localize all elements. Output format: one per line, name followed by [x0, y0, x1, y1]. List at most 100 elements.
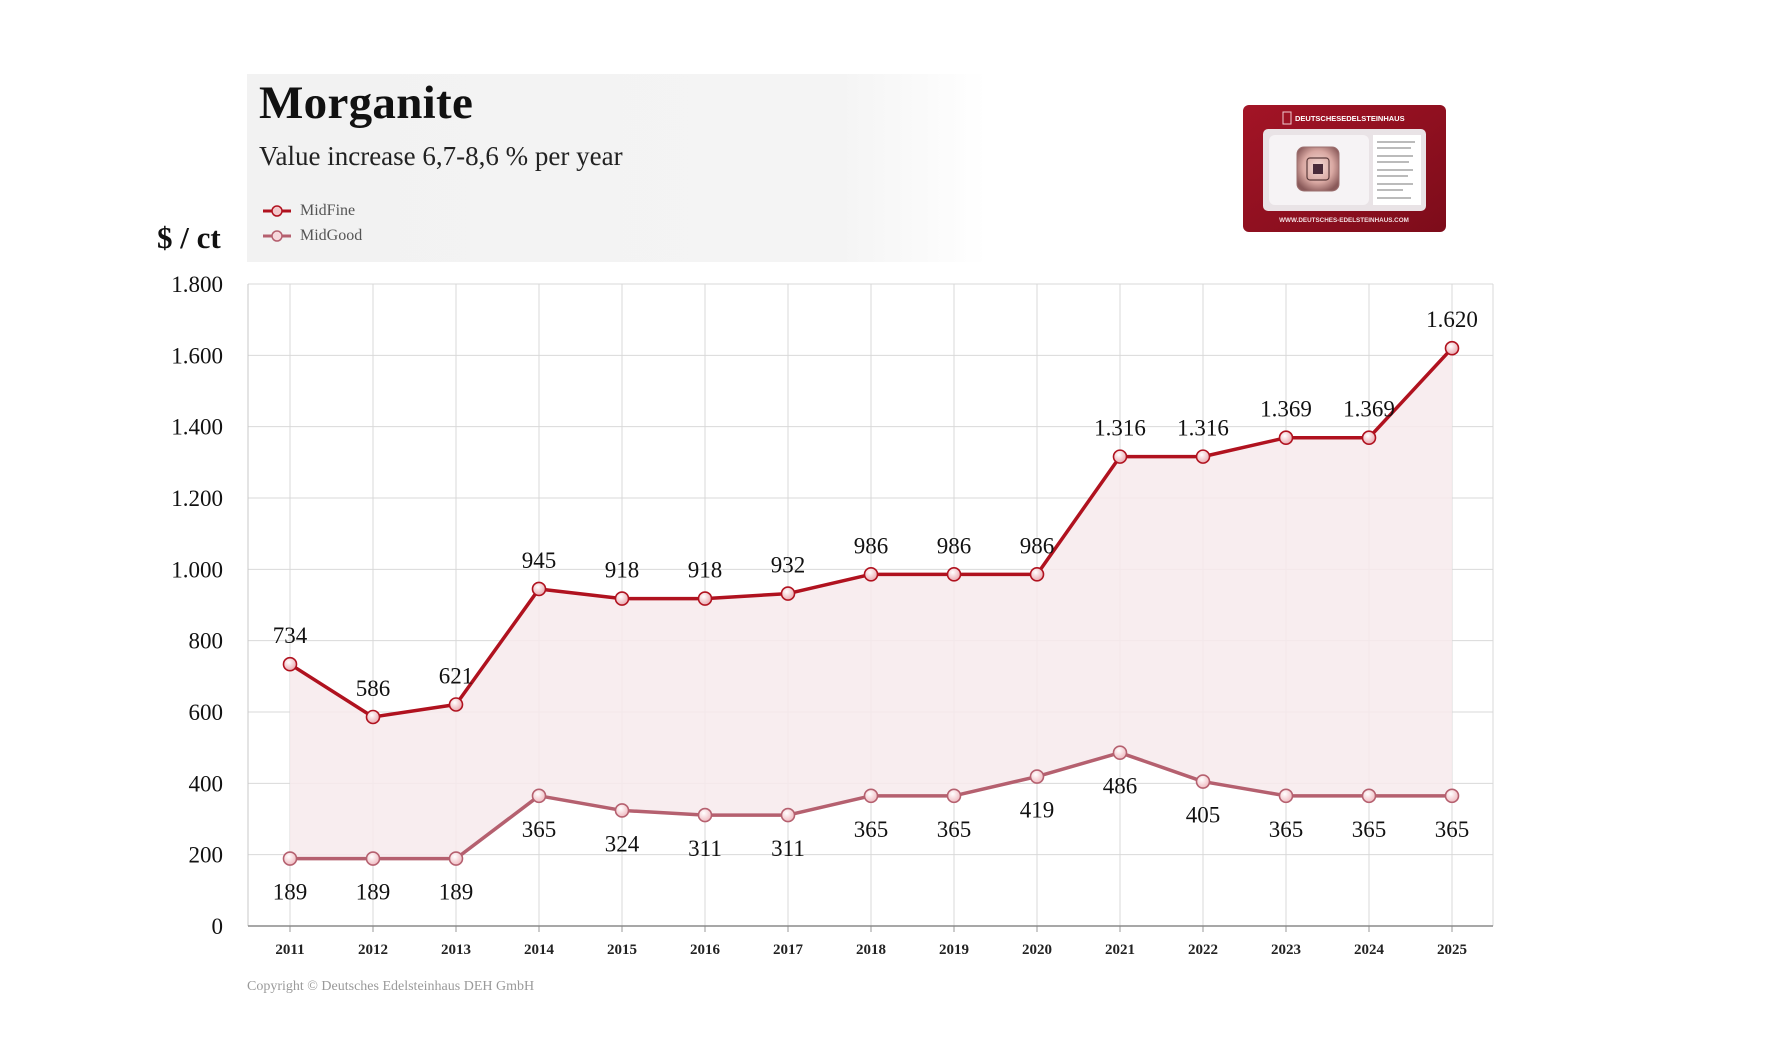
- chart-title: Morganite: [259, 77, 474, 129]
- data-point-midfine: [1278, 430, 1294, 446]
- data-point-midgood: [614, 803, 630, 818]
- data-point-midgood: [697, 807, 713, 823]
- data-label-midfine: 918: [605, 558, 640, 583]
- data-label-midgood: 311: [688, 836, 722, 861]
- legend-marker-midfine: [263, 205, 291, 217]
- data-point-midgood: [282, 851, 298, 866]
- data-label-midfine: 586: [356, 676, 391, 701]
- y-tick-label: 600: [189, 700, 224, 725]
- data-point-midfine: [1029, 567, 1045, 582]
- data-label-midfine: 945: [522, 548, 557, 573]
- data-label-midfine: 1.316: [1094, 416, 1146, 441]
- data-point-midfine: [780, 586, 796, 601]
- data-label-midfine: 986: [854, 533, 889, 558]
- data-label-midfine: 918: [688, 558, 723, 583]
- data-point-midfine: [1361, 430, 1377, 446]
- data-label-midgood: 189: [273, 880, 308, 905]
- x-tick-label: 2022: [1188, 942, 1218, 958]
- data-label-midfine: 1.316: [1177, 416, 1229, 441]
- x-tick-label: 2021: [1105, 942, 1135, 958]
- data-label-midfine: 932: [771, 553, 806, 578]
- x-tick-label: 2018: [856, 942, 886, 958]
- data-point-midgood: [1444, 788, 1460, 804]
- x-tick-label: 2024: [1354, 942, 1385, 958]
- x-tick-label: 2020: [1022, 942, 1052, 958]
- y-tick-label: 1.600: [171, 343, 223, 368]
- data-label-midgood: 405: [1186, 803, 1221, 828]
- data-label-midfine: 986: [1020, 533, 1055, 558]
- data-point-midfine: [1195, 449, 1211, 464]
- data-point-midgood: [1361, 788, 1377, 804]
- x-tick-label: 2014: [524, 942, 555, 958]
- data-label-midgood: 189: [356, 880, 391, 905]
- legend-label-midgood: MidGood: [300, 227, 363, 244]
- y-tick-label: 1.800: [171, 272, 223, 297]
- data-label-midfine: 986: [937, 533, 972, 558]
- data-label-midgood: 311: [771, 836, 805, 861]
- legend-item-midfine: MidFine: [262, 200, 355, 222]
- data-point-midgood: [365, 851, 381, 866]
- data-label-midfine: 1.620: [1426, 307, 1478, 332]
- data-point-midfine: [614, 591, 630, 606]
- y-tick-label: 1.000: [171, 557, 223, 582]
- data-label-midgood: 365: [937, 817, 972, 842]
- title-panel: [247, 74, 987, 262]
- data-label-midgood: 365: [522, 817, 557, 842]
- legend-marker-midgood: [263, 230, 291, 242]
- data-point-midgood: [780, 807, 796, 823]
- data-point-midgood: [1278, 788, 1294, 804]
- y-tick-label: 0: [212, 914, 224, 939]
- x-tick-label: 2023: [1271, 942, 1301, 958]
- data-label-midgood: 486: [1103, 774, 1138, 799]
- x-tick-label: 2013: [441, 942, 471, 958]
- certificate-url: WWW.DEUTSCHES-EDELSTEINHAUS.COM: [1279, 217, 1409, 224]
- data-label-midfine: 1.369: [1343, 397, 1395, 422]
- y-tick-label: 200: [189, 843, 224, 868]
- x-tick-label: 2015: [607, 942, 637, 958]
- data-label-midfine: 734: [273, 623, 308, 648]
- data-point-midfine: [1112, 449, 1128, 464]
- data-label-midgood: 324: [605, 831, 640, 856]
- data-label-midgood: 365: [854, 817, 889, 842]
- copyright-notice: Copyright © Deutsches Edelsteinhaus DEH …: [247, 979, 535, 994]
- data-point-midfine: [448, 697, 464, 712]
- data-point-midfine: [863, 567, 879, 582]
- data-point-midfine: [531, 581, 547, 597]
- data-label-midgood: 365: [1352, 817, 1387, 842]
- certificate-brand: DEUTSCHESEDELSTEINHAUS: [1295, 114, 1405, 123]
- data-point-midfine: [365, 709, 381, 725]
- legend-item-midgood: MidGood: [262, 225, 362, 247]
- x-tick-label: 2011: [275, 942, 304, 958]
- data-point-midfine: [697, 591, 713, 606]
- y-tick-label: 400: [189, 771, 224, 796]
- y-tick-label: 1.400: [171, 415, 223, 440]
- data-label-midfine: 1.369: [1260, 397, 1312, 422]
- x-tick-label: 2012: [358, 942, 388, 958]
- x-tick-label: 2025: [1437, 942, 1467, 958]
- data-point-midgood: [1195, 774, 1211, 789]
- data-label-midfine: 621: [439, 664, 474, 689]
- data-label-midgood: 189: [439, 880, 474, 905]
- data-point-midfine: [1444, 340, 1460, 356]
- data-point-midfine: [282, 656, 298, 672]
- data-label-midgood: 419: [1020, 798, 1055, 823]
- data-label-midgood: 365: [1435, 817, 1470, 842]
- data-label-midgood: 365: [1269, 817, 1304, 842]
- chart-subtitle: Value increase 6,7-8,6 % per year: [259, 141, 623, 171]
- data-point-midgood: [531, 788, 547, 804]
- data-point-midgood: [1029, 769, 1045, 784]
- certificate-image: DEUTSCHESEDELSTEINHAUS WWW.DEUTSCHES-EDE…: [1243, 105, 1446, 232]
- data-point-midgood: [448, 851, 464, 866]
- data-point-midfine: [946, 567, 962, 582]
- legend-label-midfine: MidFine: [300, 202, 356, 219]
- data-point-midgood: [1112, 745, 1128, 760]
- x-tick-label: 2016: [690, 942, 721, 958]
- y-axis-title: $ / ct: [157, 220, 221, 255]
- x-tick-label: 2019: [939, 942, 969, 958]
- data-point-midgood: [863, 788, 879, 804]
- x-tick-label: 2017: [773, 942, 804, 958]
- fill-between-area: [290, 348, 1452, 859]
- data-point-midgood: [946, 788, 962, 804]
- y-tick-label: 800: [189, 629, 224, 654]
